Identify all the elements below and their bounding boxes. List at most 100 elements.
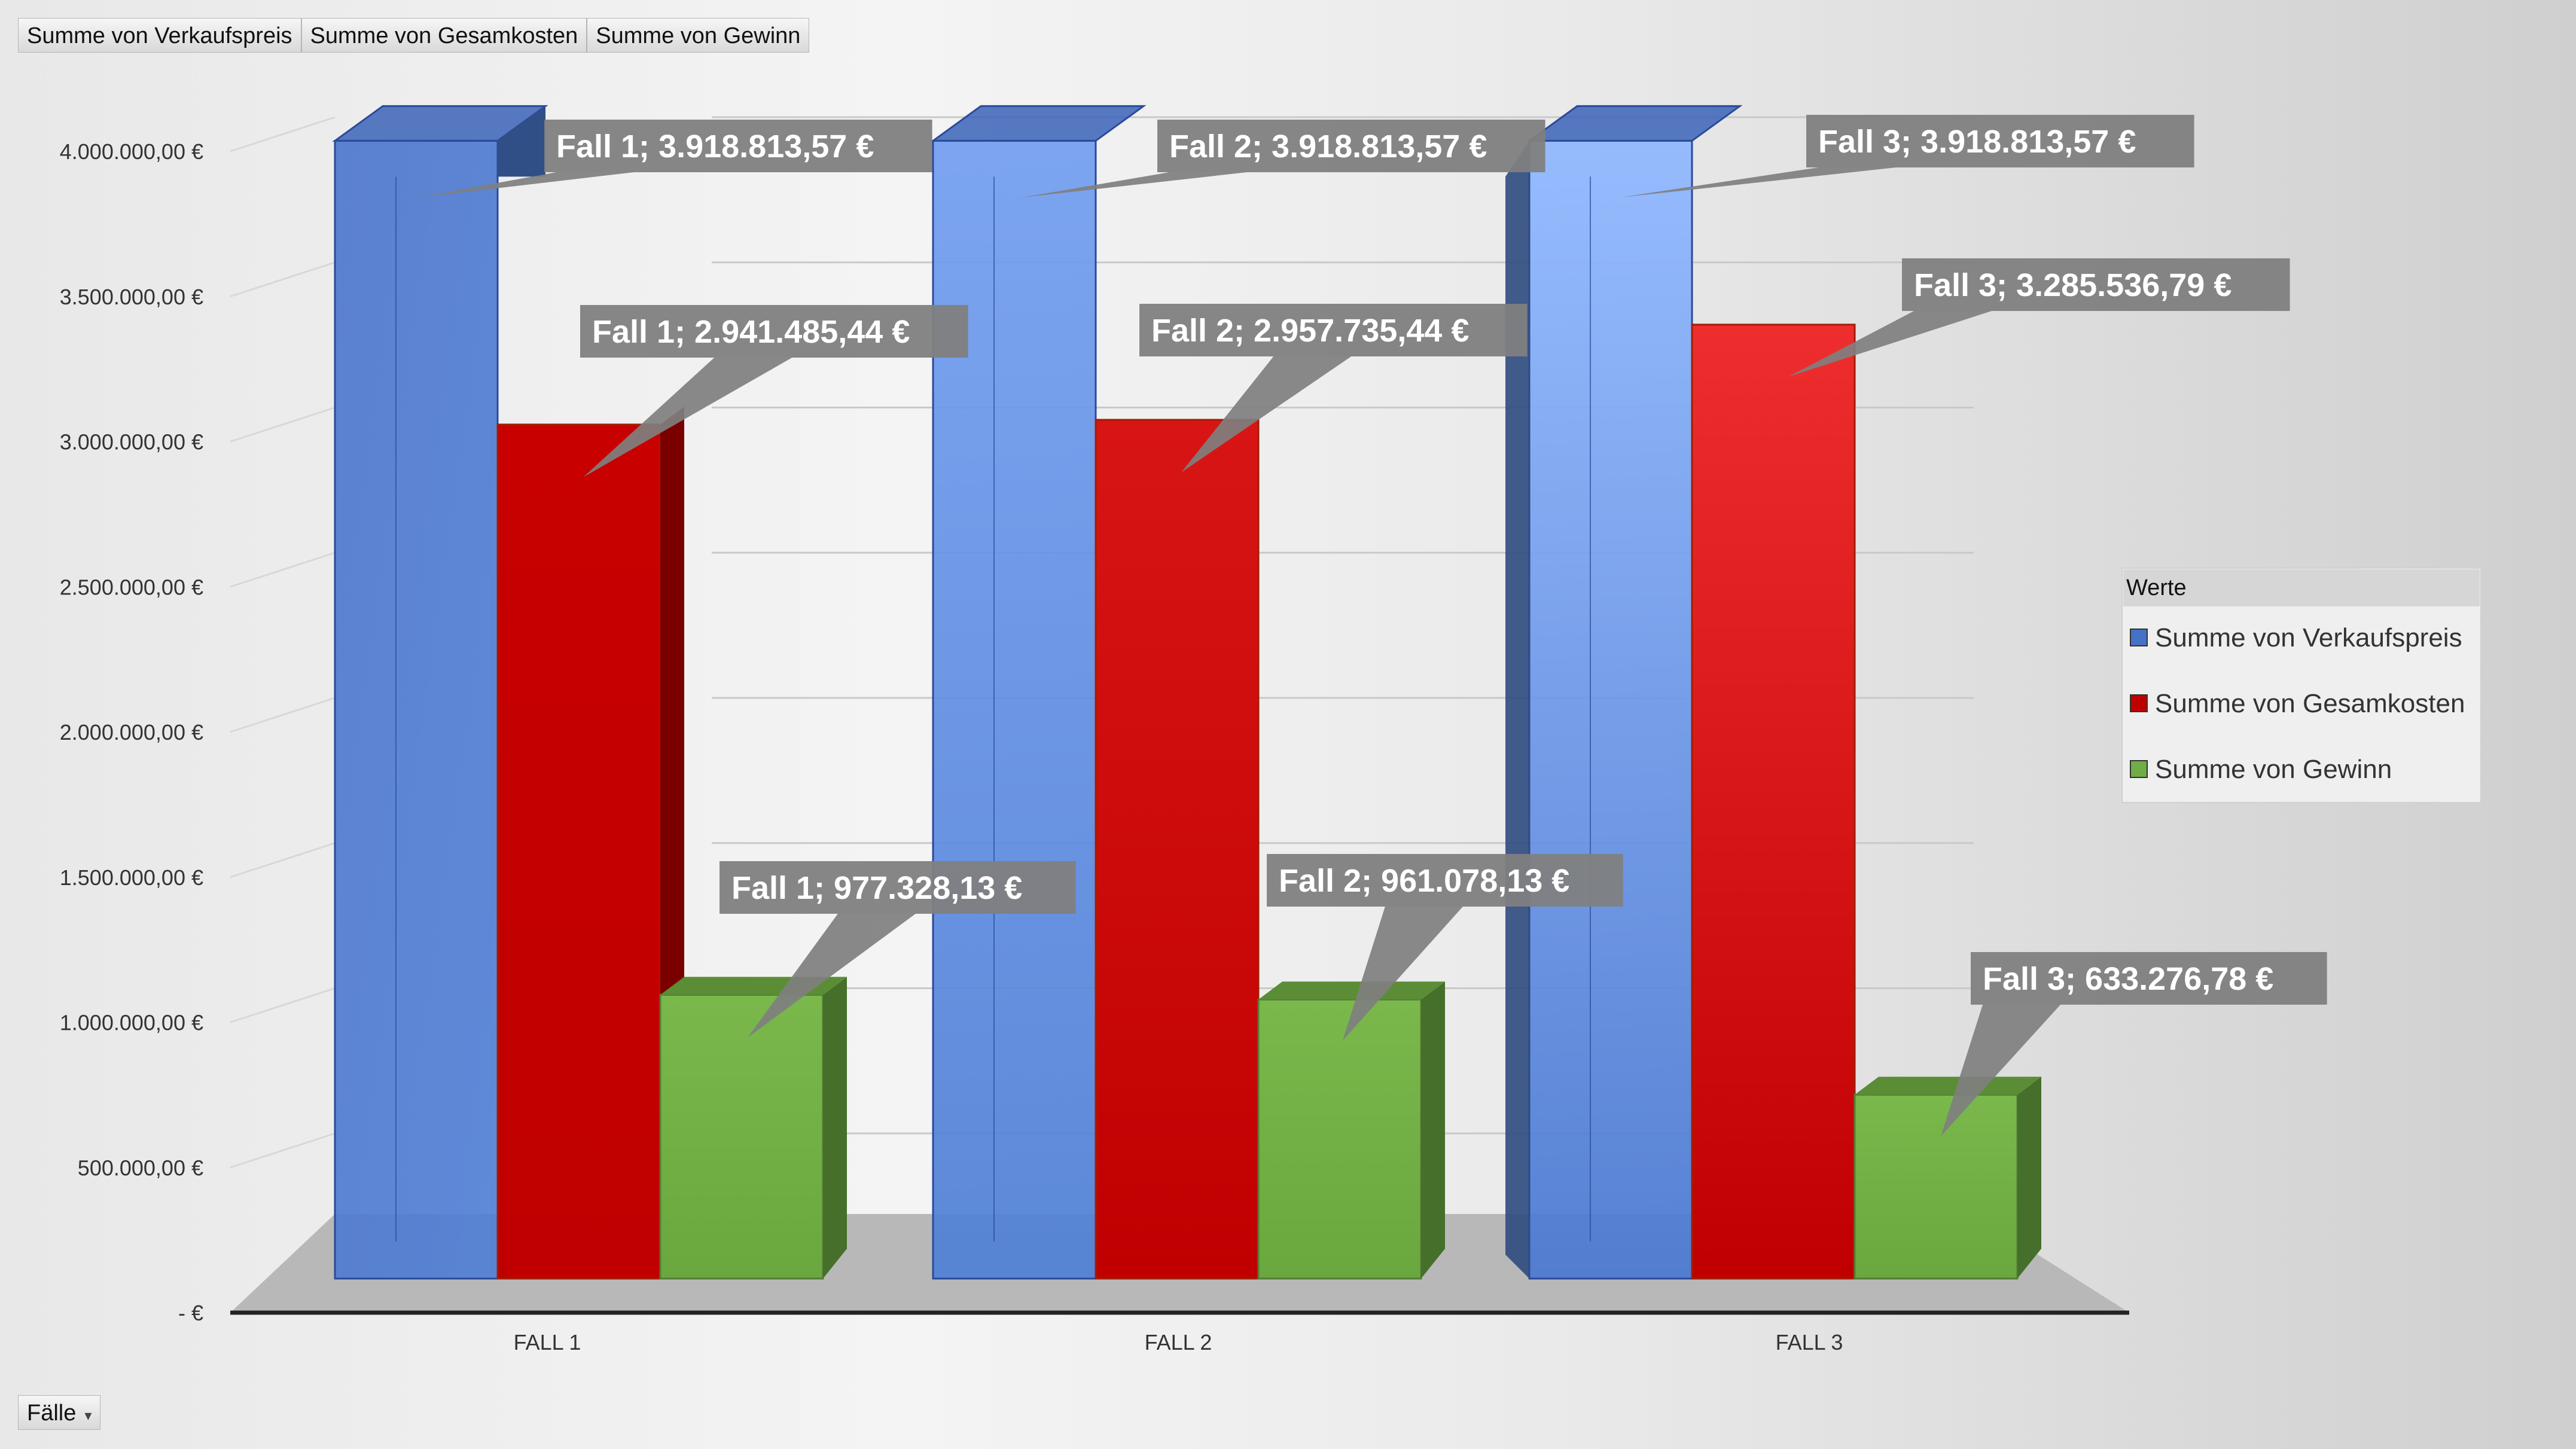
legend-swatch [2130, 629, 2148, 646]
callout-box [1157, 120, 1545, 172]
gridline-side [230, 987, 336, 1023]
bar-gesamkosten-3[interactable] [1691, 324, 1856, 1280]
legend-entry[interactable]: Summe von Gewinn [2155, 755, 2392, 784]
data-label: Fall 2; 3.918.813,57 € [1169, 129, 1487, 164]
callout-box [1139, 304, 1528, 356]
bar-verkaufspreis-3[interactable] [1505, 105, 1743, 1280]
data-label-callout[interactable]: Fall 2; 3.918.813,57 € [1023, 120, 1545, 197]
data-label-callout[interactable]: Fall 3; 3.918.813,57 € [1621, 115, 2194, 197]
bar-front-face [1528, 139, 1693, 1280]
data-label: Fall 1; 2.941.485,44 € [592, 314, 910, 350]
callout-pointer [748, 914, 916, 1038]
data-labels: Fall 1; 3.918.813,57 € Fall 2; 3.918.813,… [419, 115, 2327, 1136]
gridline-side [230, 697, 336, 733]
legend-entry[interactable]: Summe von Gesamkosten [2155, 689, 2465, 718]
callout-pointer [419, 172, 634, 197]
legend-title: Werte [2126, 575, 2187, 600]
axes: - € 500.000,00 € 1.000.000,00 € 1.500.000,0… [60, 139, 2129, 1355]
field-button-gesamkosten[interactable]: Summe von Gesamkosten [301, 18, 587, 53]
chevron-down-icon[interactable]: ▾ [84, 1408, 92, 1424]
bar-front-face [659, 994, 824, 1280]
data-label-callout[interactable]: Fall 3; 3.285.536,79 € [1788, 258, 2290, 377]
callout-pointer [1941, 1005, 2060, 1136]
callout-box [1971, 952, 2327, 1005]
data-label: Fall 3; 633.276,78 € [1983, 961, 2273, 997]
y-tick-label: 500.000,00 € [78, 1155, 203, 1180]
data-label-callout[interactable]: Fall 1; 977.328,13 € [720, 861, 1076, 1038]
bar-side-face [823, 977, 847, 1279]
legend-entry[interactable]: Summe von Verkaufspreis [2155, 623, 2462, 652]
data-label: Fall 2; 961.078,13 € [1279, 863, 1569, 899]
y-tick-label: 1.000.000,00 € [60, 1011, 203, 1035]
data-label: Fall 3; 3.918.813,57 € [1818, 124, 2136, 160]
bar-side-face [1505, 141, 1529, 1279]
callout-box [720, 861, 1076, 914]
bar-front-face [496, 423, 661, 1280]
callout-box [1902, 258, 2290, 311]
bar-front-face [334, 139, 499, 1280]
legend[interactable]: Werte Summe von Verkaufspreis Summe von Ge… [2121, 568, 2482, 803]
y-tick-label: 4.000.000,00 € [60, 139, 203, 164]
bar-gesamkosten-2[interactable] [1095, 419, 1260, 1280]
gridline-side [230, 1132, 336, 1169]
data-label: Fall 1; 3.918.813,57 € [556, 129, 874, 164]
legend-swatch [2130, 760, 2148, 778]
callout-box [1806, 115, 2194, 167]
bar-front-face [1691, 324, 1856, 1280]
callout-pointer [1343, 907, 1463, 1041]
gridline-side [230, 261, 336, 298]
data-label-callout[interactable]: Fall 3; 633.276,78 € [1941, 952, 2327, 1136]
axis-field-label: Fälle [27, 1401, 77, 1426]
data-label-callout[interactable]: Fall 2; 2.957.735,44 € [1139, 304, 1528, 472]
x-tick-label: FALL 2 [1145, 1330, 1212, 1355]
legend-swatch [2130, 694, 2148, 712]
legend-box [2121, 568, 2482, 803]
y-tick-label: 3.000.000,00 € [60, 430, 203, 454]
x-tick-label: FALL 1 [514, 1330, 581, 1355]
bar-side-face [498, 106, 545, 177]
bar-front-face [1257, 998, 1422, 1280]
field-button-verkaufspreis[interactable]: Summe von Verkaufspreis [18, 18, 301, 53]
bars [332, 105, 2041, 1280]
data-label-callout[interactable]: Fall 1; 3.918.813,57 € [419, 120, 932, 197]
x-tick-label: FALL 3 [1776, 1330, 1843, 1355]
callout-pointer [1788, 311, 1992, 377]
y-tick-label: 2.500.000,00 € [60, 575, 203, 599]
data-label: Fall 1; 977.328,13 € [731, 870, 1022, 906]
callout-pointer [1023, 172, 1247, 197]
field-button-gewinn[interactable]: Summe von Gewinn [587, 18, 810, 53]
bar-gesamkosten-1[interactable] [496, 406, 684, 1280]
bar-gewinn-3[interactable] [1853, 1076, 2041, 1280]
y-tick-label: 3.500.000,00 € [60, 285, 203, 309]
callout-pointer [1621, 167, 1896, 197]
value-field-buttons: Summe von Verkaufspreis Summe von Gesamk… [18, 18, 810, 53]
legend-header [2123, 569, 2480, 606]
callout-pointer [1181, 356, 1352, 472]
data-label: Fall 3; 3.285.536,79 € [1914, 267, 2231, 303]
bar-top-face [1526, 105, 1743, 142]
bar-verkaufspreis-1[interactable] [332, 105, 548, 1280]
bar-top-face [1855, 1076, 2041, 1095]
bar-front-face [1095, 419, 1260, 1280]
callout-pointer [583, 358, 792, 477]
y-tick-label: 2.000.000,00 € [60, 720, 203, 745]
gridline-side [230, 407, 336, 443]
data-label-callout[interactable]: Fall 1; 2.941.485,44 € [580, 305, 968, 477]
y-tick-label: - € [178, 1301, 203, 1325]
callout-box [580, 305, 968, 358]
data-label: Fall 2; 2.957.735,44 € [1151, 313, 1469, 349]
y-tick-label: 1.500.000,00 € [60, 865, 203, 890]
bar-side-face [1421, 981, 1445, 1279]
bar-front-face [1853, 1094, 2019, 1280]
gridline-side [230, 842, 336, 878]
data-label-callout[interactable]: Fall 2; 961.078,13 € [1267, 854, 1623, 1041]
bar-top-face [1258, 981, 1445, 1000]
gridline-side [230, 551, 336, 588]
bar-gewinn-2[interactable] [1257, 981, 1445, 1280]
bar-top-face [930, 105, 1147, 142]
gridline-side [230, 116, 336, 152]
bar-gewinn-1[interactable] [659, 977, 847, 1280]
bar-side-face [2017, 1076, 2041, 1279]
axis-field-button-faelle[interactable]: Fälle ▾ [18, 1395, 101, 1430]
